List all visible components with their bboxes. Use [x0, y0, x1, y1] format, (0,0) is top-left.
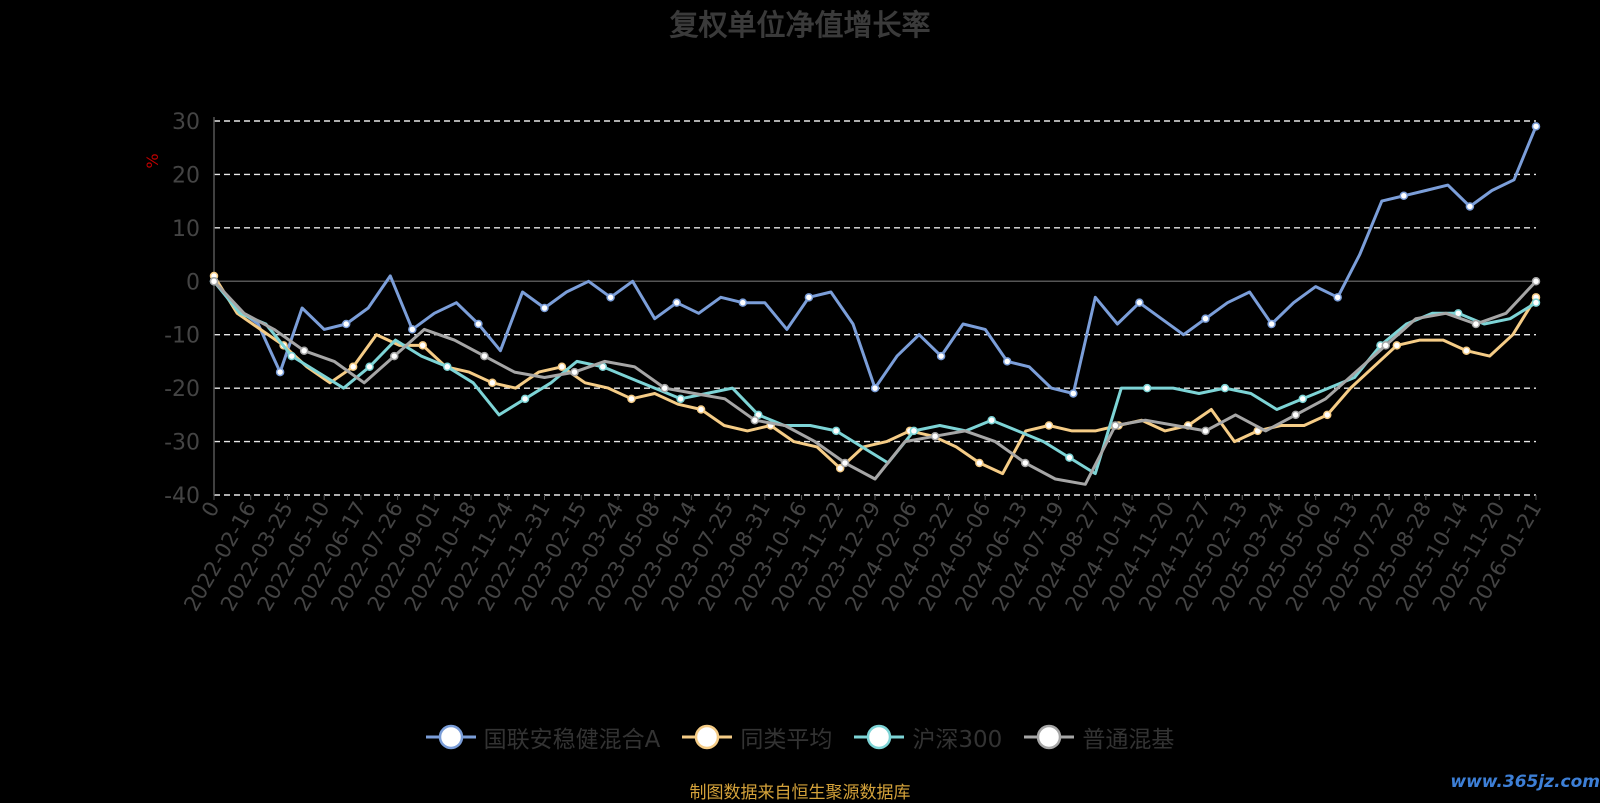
y-tick-label: 0 [186, 270, 200, 295]
legend-label: 普通混基 [1082, 727, 1175, 753]
data-point [1381, 341, 1391, 350]
series-1 [209, 271, 1541, 476]
legend-marker-icon [854, 724, 905, 750]
series-line [212, 275, 1538, 476]
data-point [804, 293, 814, 302]
data-point [930, 431, 940, 441]
data-point [209, 277, 219, 286]
source-note: 制图数据来自恒生聚源数据库 [689, 783, 911, 803]
data-point [676, 394, 685, 404]
series-line [212, 280, 1538, 486]
y-tick-label: -20 [164, 377, 200, 402]
data-point [987, 415, 996, 425]
data-point [696, 405, 706, 414]
legend: 国联安稳健混合A 同类平均 沪深300 普通混基 [0, 720, 1600, 754]
data-point [738, 298, 748, 307]
x-tick-label: 0 [197, 498, 224, 522]
data-point [1267, 319, 1276, 329]
data-point [1531, 298, 1541, 307]
data-point [1111, 421, 1120, 430]
data-point [1531, 277, 1541, 286]
data-point [418, 341, 427, 350]
series-line [212, 125, 1538, 395]
data-point [1002, 357, 1012, 366]
series-line [212, 280, 1537, 476]
legend-item[interactable]: 沪深300 [854, 720, 1002, 754]
data-point [557, 362, 567, 372]
data-point [1065, 453, 1074, 462]
data-point [672, 298, 681, 307]
legend-item[interactable]: 国联安稳健混合A [425, 720, 661, 754]
data-point [1201, 314, 1210, 323]
data-point [520, 394, 530, 404]
data-point [975, 458, 984, 468]
data-point [1298, 394, 1307, 404]
data-point [540, 303, 549, 313]
legend-label: 沪深300 [912, 727, 1003, 753]
series-2 [209, 277, 1541, 476]
data-point [660, 383, 669, 393]
legend-marker-icon [1024, 724, 1075, 750]
data-point [1220, 383, 1230, 393]
series-3 [209, 277, 1541, 486]
y-tick-label: -30 [164, 431, 200, 456]
data-point [1201, 426, 1210, 436]
data-point [909, 426, 919, 436]
data-point [1291, 410, 1300, 420]
data-point [287, 351, 297, 361]
data-point [831, 426, 841, 436]
data-point [570, 367, 579, 377]
data-point [1135, 298, 1144, 307]
data-point [1069, 389, 1078, 398]
y-tick-label: 10 [172, 217, 200, 242]
data-point [870, 383, 880, 393]
data-point [835, 464, 845, 473]
data-point [480, 351, 489, 361]
data-point [750, 415, 760, 425]
data-point [936, 351, 946, 361]
data-point [840, 458, 850, 468]
series-0 [209, 122, 1541, 398]
data-point [1020, 458, 1030, 468]
legend-item[interactable]: 普通混基 [1024, 720, 1174, 754]
legend-marker-icon [425, 724, 476, 750]
y-tick-label: 30 [172, 110, 200, 135]
y-tick-label: -40 [164, 484, 200, 509]
series-layer [209, 122, 1541, 486]
data-point [390, 351, 399, 361]
data-point [1465, 202, 1475, 211]
watermark: www.365jz.com [1450, 772, 1600, 792]
data-point [474, 319, 483, 329]
chart-title: 复权单位净值增长率 [669, 8, 931, 42]
data-point [1471, 319, 1481, 329]
data-point [1462, 346, 1471, 355]
y-tick-label: -10 [164, 324, 200, 349]
data-point [606, 293, 615, 302]
y-axis-label: % [143, 153, 162, 168]
data-point [488, 378, 497, 388]
data-point [299, 346, 309, 355]
data-point [1333, 293, 1342, 302]
data-point [1399, 191, 1409, 201]
line-chart: -40-30-20-100102030%02022-02-162022-03-2… [143, 110, 1546, 615]
data-point [1531, 122, 1541, 131]
data-point [348, 362, 358, 372]
y-tick-label: 20 [172, 163, 200, 188]
legend-label: 同类平均 [740, 727, 833, 753]
axes: -40-30-20-100102030%02022-02-162022-03-2… [143, 110, 1546, 615]
data-point [1392, 341, 1402, 350]
data-point [341, 319, 351, 329]
grid-lines [214, 120, 1536, 496]
data-point [1142, 383, 1152, 393]
legend-label: 国联安稳健混合A [483, 727, 661, 753]
data-point [443, 362, 452, 372]
data-point [627, 394, 636, 404]
data-point [1323, 410, 1332, 420]
legend-marker-icon [682, 724, 733, 750]
data-point [365, 362, 374, 372]
data-point [275, 367, 285, 377]
data-point [408, 325, 417, 334]
data-point [1044, 421, 1054, 430]
legend-item[interactable]: 同类平均 [682, 720, 832, 754]
